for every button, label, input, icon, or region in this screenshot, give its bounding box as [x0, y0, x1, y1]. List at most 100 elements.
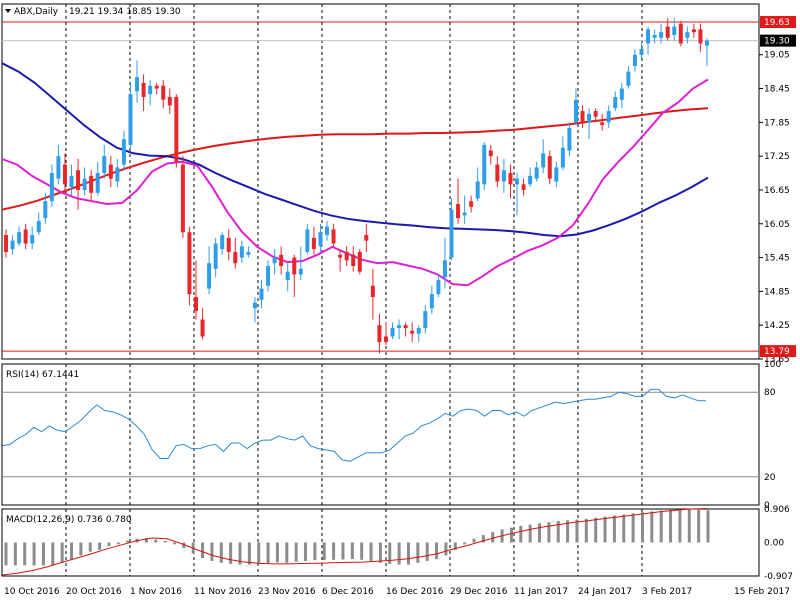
candle-body: [23, 229, 28, 244]
macd-histogram-bar: [116, 542, 120, 545]
macd-histogram-bar: [519, 525, 523, 543]
candle-body: [423, 311, 428, 329]
macd-histogram-bar: [435, 542, 439, 560]
macd-histogram-bar: [650, 511, 654, 543]
candle-body: [613, 96, 618, 109]
macd-tick-label: -0.907: [764, 572, 793, 582]
candle-body: [482, 144, 487, 185]
candle-body: [554, 167, 559, 182]
candle-body: [102, 156, 107, 174]
macd-series: [1, 508, 710, 576]
macd-histogram-bar: [144, 538, 148, 543]
collapse-triangle-icon[interactable]: [5, 9, 11, 13]
macd-histogram-bar: [219, 542, 223, 563]
rsi-panel-frame: [1, 363, 760, 506]
candle-body: [331, 229, 336, 244]
rsi-line: [1, 388, 706, 462]
price-tick-label: 14.85: [764, 287, 790, 297]
price-marker-box: [760, 16, 796, 29]
candle-body: [567, 127, 572, 151]
candle-body: [318, 232, 323, 247]
macd-histogram-bar: [640, 512, 644, 543]
candle-body: [193, 297, 198, 312]
macd-histogram-bar: [509, 527, 513, 543]
macd-histogram-bar: [566, 520, 570, 543]
candle-body: [305, 229, 310, 252]
candle-body: [135, 77, 140, 92]
price-marker-box: [760, 345, 796, 358]
candle-body: [678, 23, 683, 44]
macd-histogram-bar: [678, 509, 682, 543]
ohlc-values: 19.21 19.34 18.85 19.30: [69, 7, 181, 17]
macd-histogram-bar: [201, 542, 205, 559]
candle-body: [62, 164, 67, 185]
macd-histogram-bar: [556, 521, 560, 543]
macd-tick-label: 0.906: [764, 505, 790, 515]
candle-body: [560, 147, 565, 168]
candle-body: [632, 54, 637, 66]
candle-body: [233, 251, 238, 264]
candle-body: [619, 88, 624, 100]
macd-histogram-bar: [60, 542, 64, 563]
x-tick-label: 3 Feb 2017: [642, 587, 692, 597]
macd-histogram-bar: [238, 542, 242, 565]
macd-histogram-bar: [107, 542, 111, 547]
candle-body: [266, 266, 271, 286]
candle-body: [659, 32, 664, 38]
candle-body: [89, 175, 94, 193]
candle-body: [672, 26, 677, 35]
candle-body: [154, 85, 159, 89]
candle-body: [705, 40, 709, 46]
candle-body: [95, 173, 100, 193]
candle-body: [213, 243, 218, 269]
price-tick-label: 17.25: [764, 152, 790, 162]
x-tick-label: 11 Jan 2017: [514, 587, 568, 597]
macd-histogram-bar: [538, 523, 542, 543]
macd-histogram-bar: [669, 509, 673, 543]
candle-body: [220, 235, 225, 250]
candle-body: [462, 212, 467, 216]
candle-body: [272, 257, 277, 264]
price-tick-label: 17.85: [764, 118, 790, 128]
date-gridlines: [65, 4, 643, 576]
candle-body: [239, 246, 244, 258]
macd-histogram-bar: [172, 542, 176, 545]
candle-body: [344, 251, 349, 261]
macd-histogram-bar: [584, 518, 588, 543]
candle-body: [148, 85, 153, 95]
price-tick-label: 14.25: [764, 321, 790, 331]
macd-histogram-bar: [453, 542, 457, 550]
rsi-tick-label: 0: [764, 501, 770, 511]
macd-histogram-bar: [659, 510, 663, 543]
macd-histogram-bar: [304, 542, 308, 561]
macd-histogram-bar: [79, 542, 83, 556]
horizontal-levels: [2, 21, 759, 352]
macd-histogram-bar: [481, 535, 485, 543]
macd-histogram-bar: [687, 509, 691, 543]
header: ABX,Daily 19.21 19.34 18.85 19.30: [5, 7, 181, 17]
macd-histogram-bar: [612, 515, 616, 543]
candle-body: [121, 139, 126, 165]
candle-body: [410, 330, 415, 334]
candle-body: [161, 85, 166, 100]
candle-body: [82, 178, 87, 190]
macd-label: MACD(12,26,9) 0.736 0.780: [6, 515, 132, 525]
candle-body: [534, 167, 539, 179]
macd-histogram-bar: [472, 538, 476, 543]
x-tick-label: 6 Dec 2016: [322, 587, 374, 597]
rsi-tick-label: 100: [764, 360, 781, 370]
x-tick-label: 1 Nov 2016: [130, 587, 182, 597]
candle-body: [646, 29, 651, 44]
candle-body: [311, 237, 316, 250]
price-panel-frame: [1, 3, 760, 360]
x-tick-label: 24 Jan 2017: [578, 587, 632, 597]
candle-body: [115, 167, 120, 182]
ma-fast-line: [1, 78, 709, 287]
candle-body: [43, 201, 48, 219]
macd-histogram-bar: [126, 540, 130, 543]
candle-body: [429, 294, 434, 309]
macd-histogram-bar: [360, 542, 364, 560]
candle-body: [501, 170, 506, 182]
macd-histogram-bar: [41, 542, 45, 566]
macd-histogram-bar: [229, 542, 233, 564]
